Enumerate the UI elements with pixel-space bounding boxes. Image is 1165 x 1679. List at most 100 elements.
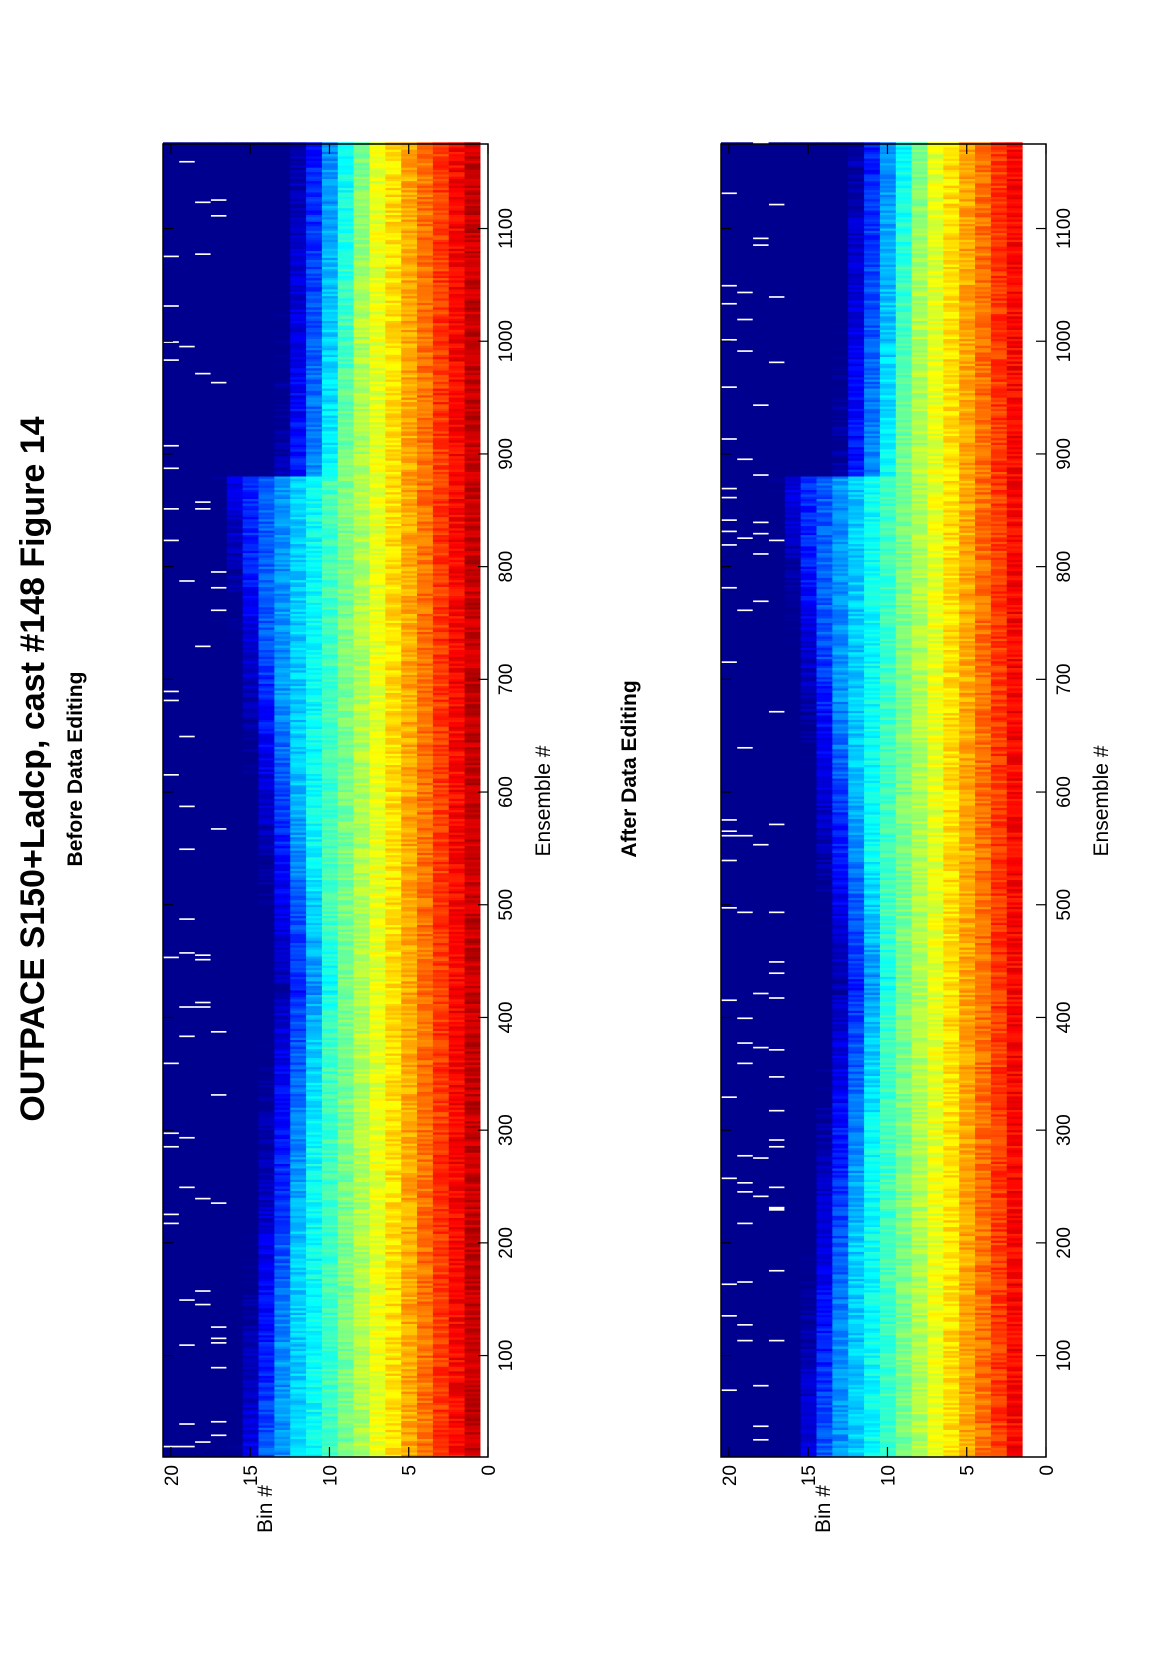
heatmap-cell xyxy=(210,1429,227,1433)
heatmap-cell xyxy=(432,1406,449,1410)
heatmap-cell xyxy=(273,1391,291,1394)
heatmap-cell xyxy=(321,1397,338,1401)
heatmap-cell xyxy=(369,1445,386,1448)
heatmap-cell xyxy=(210,1203,227,1207)
heatmap-cell xyxy=(384,1404,402,1408)
heatmap-cell xyxy=(226,1442,243,1446)
heatmap-cell xyxy=(242,1438,259,1442)
heatmap-cell xyxy=(337,1440,354,1444)
heatmap-cell xyxy=(464,1431,481,1435)
heatmap-cell xyxy=(321,1391,338,1394)
heatmap-cell xyxy=(384,1395,402,1399)
heatmap-cell xyxy=(226,1440,243,1444)
heatmap-cell xyxy=(210,1440,227,1444)
heatmap-cell xyxy=(258,1413,275,1417)
heatmap-cell xyxy=(273,1402,291,1406)
heatmap-cell xyxy=(448,1415,465,1419)
heatmap-cell xyxy=(321,1409,338,1412)
heatmap-cell xyxy=(321,1424,338,1428)
heatmap-cell xyxy=(242,1391,259,1394)
heatmap-cell xyxy=(289,1422,307,1426)
heatmap-cell xyxy=(400,1427,418,1430)
heatmap-cell xyxy=(226,1436,243,1439)
heatmap-cell xyxy=(337,1413,354,1417)
heatmap-cell xyxy=(163,1420,180,1424)
heatmap-cell xyxy=(194,1395,211,1399)
heatmap-cell xyxy=(464,1391,481,1394)
heatmap-cell xyxy=(242,1418,259,1421)
heatmap-cell xyxy=(321,1433,338,1437)
heatmap-cell xyxy=(400,1404,418,1408)
heatmap-cell xyxy=(416,1451,433,1455)
heatmap-cell xyxy=(369,1402,386,1406)
heatmap-cell xyxy=(210,1393,227,1397)
heatmap-cell xyxy=(416,1427,433,1430)
heatmap-cell xyxy=(305,1388,322,1392)
heatmap-cell xyxy=(353,1447,370,1451)
heatmap-cell xyxy=(163,1147,180,1151)
heatmap-cell xyxy=(400,1415,418,1419)
heatmap-cell xyxy=(210,1388,227,1392)
heatmap-cell xyxy=(242,1411,259,1415)
heatmap-cell xyxy=(337,1404,354,1408)
heatmap-column xyxy=(163,1411,481,1415)
heatmap-cell xyxy=(210,1427,227,1430)
heatmap-cell xyxy=(432,1397,449,1401)
heatmap-cell xyxy=(242,1395,259,1399)
heatmap-cell xyxy=(400,1400,418,1403)
heatmap-cell xyxy=(400,1431,418,1435)
heatmap-cell xyxy=(321,1438,338,1442)
heatmap-cell xyxy=(242,1442,259,1446)
heatmap-cell xyxy=(448,1409,465,1412)
heatmap-cell xyxy=(226,1451,243,1455)
heatmap-cell xyxy=(305,1429,322,1433)
heatmap-cell xyxy=(258,1409,275,1412)
heatmap-cell xyxy=(163,1224,180,1228)
heatmap-cell xyxy=(273,1424,291,1428)
heatmap-cell xyxy=(273,1436,291,1439)
heatmap-cell xyxy=(400,1440,418,1444)
heatmap-cell xyxy=(464,1400,481,1403)
heatmap-cell xyxy=(416,1391,433,1394)
heatmap-cell xyxy=(194,1424,211,1428)
heatmap-cell xyxy=(448,1393,465,1397)
heatmap-cell xyxy=(384,1451,402,1455)
heatmap-cell xyxy=(384,1433,402,1437)
heatmap-cell xyxy=(178,1427,196,1430)
heatmap-cell xyxy=(305,1451,322,1455)
heatmap-cell xyxy=(337,1447,354,1451)
heatmap-cell xyxy=(384,1402,402,1406)
heatmap-cell xyxy=(416,1431,433,1435)
heatmap-cell xyxy=(432,1429,449,1433)
heatmap-cell xyxy=(273,1427,291,1430)
heatmap-cell xyxy=(432,1393,449,1397)
heatmap-cell xyxy=(194,1397,211,1401)
heatmap-cell xyxy=(226,1397,243,1401)
heatmap-cell xyxy=(400,1391,418,1394)
heatmap-cell xyxy=(448,1431,465,1435)
heatmap-cell xyxy=(226,1409,243,1412)
heatmap-cell xyxy=(464,1397,481,1401)
heatmap-cell xyxy=(210,1436,227,1439)
heatmap-column xyxy=(163,1422,481,1426)
heatmap-cell xyxy=(305,1406,322,1410)
heatmap-cell xyxy=(337,1409,354,1412)
heatmap-cell xyxy=(337,1388,354,1392)
heatmap-cell xyxy=(178,1037,196,1040)
heatmap-cell xyxy=(258,1411,275,1415)
heatmap-cell xyxy=(353,1395,370,1399)
heatmap-cell xyxy=(400,1429,418,1433)
heatmap-cell xyxy=(448,1438,465,1442)
heatmap-cell xyxy=(400,1413,418,1417)
heatmap-cell xyxy=(353,1415,370,1419)
heatmap-cell xyxy=(369,1438,386,1442)
heatmap-cell xyxy=(448,1451,465,1455)
heatmap-cell xyxy=(448,1429,465,1433)
heatmap-cell xyxy=(226,1433,243,1437)
heatmap-cell xyxy=(416,1393,433,1397)
heatmap-cell xyxy=(337,1418,354,1421)
heatmap-cell xyxy=(163,1215,180,1219)
heatmap-column xyxy=(163,1436,481,1439)
heatmap-cell xyxy=(226,1449,243,1453)
